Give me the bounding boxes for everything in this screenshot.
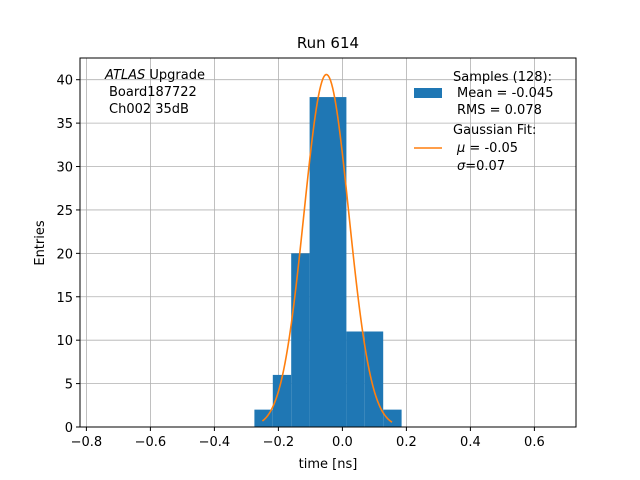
plot-frame xyxy=(79,57,577,428)
x-tick-label: 0.4 xyxy=(460,435,481,450)
histogram-bar xyxy=(364,331,384,427)
x-tick-label: 0.6 xyxy=(524,435,545,450)
annotation-line-1: ATLAS Upgrade xyxy=(104,68,205,83)
legend-fit-sigma: σ=0.07 xyxy=(457,159,505,174)
histogram-bars xyxy=(254,97,402,427)
x-axis-label: time [ns] xyxy=(299,457,358,472)
histogram-bar xyxy=(272,374,292,427)
x-tick-label: −0.8 xyxy=(71,435,103,450)
x-tick-label: 0.2 xyxy=(396,435,417,450)
y-tick-label: 5 xyxy=(65,378,73,393)
y-tick-label: 0 xyxy=(65,421,73,436)
x-tick-label: 0.0 xyxy=(332,435,353,450)
histogram-bar xyxy=(328,97,347,427)
y-axis-ticks: 0 5 10 15 20 25 30 35 40 xyxy=(56,74,80,436)
y-tick-label: 25 xyxy=(56,204,73,219)
y-tick-label: 35 xyxy=(56,117,73,132)
atlas-annotation: ATLAS Upgrade Board187722 Ch002 35dB xyxy=(104,68,205,117)
annotation-board: Board187722 xyxy=(109,85,197,100)
legend-samples-title: Samples (128): xyxy=(453,70,552,85)
y-tick-label: 10 xyxy=(56,334,73,349)
histogram-bar xyxy=(309,97,328,427)
y-tick-label: 15 xyxy=(56,291,73,306)
annotation-atlas: ATLAS xyxy=(104,68,145,83)
histogram-bar xyxy=(346,331,365,427)
x-tick-label: −0.6 xyxy=(135,435,167,450)
legend-fit-title: Gaussian Fit: xyxy=(453,123,536,138)
legend-mu-symbol: μ xyxy=(456,141,465,156)
annotation-upgrade: Upgrade xyxy=(145,68,205,83)
histogram-bar xyxy=(291,253,310,427)
gaussian-fit-curve xyxy=(261,73,393,423)
legend-swatch-samples xyxy=(414,88,442,98)
legend: Samples (128): Mean = -0.045 RMS = 0.078… xyxy=(414,70,553,174)
x-axis-ticks: −0.8 −0.6 −0.4 −0.2 0.0 0.2 0.4 0.6 xyxy=(71,427,545,450)
annotation-channel: Ch002 35dB xyxy=(109,102,189,117)
legend-fit-mu: μ = -0.05 xyxy=(456,141,518,156)
y-tick-label: 40 xyxy=(56,74,73,89)
legend-mu-value: = -0.05 xyxy=(465,141,518,156)
chart-title: Run 614 xyxy=(297,34,359,52)
legend-sigma-symbol: σ xyxy=(457,159,466,174)
x-tick-label: −0.2 xyxy=(263,435,295,450)
legend-samples-mean: Mean = -0.045 xyxy=(457,86,553,101)
legend-sigma-value: =0.07 xyxy=(465,159,505,174)
y-tick-label: 20 xyxy=(56,247,73,262)
gaussian-fit xyxy=(261,73,393,423)
y-axis-label: Entries xyxy=(33,220,48,266)
histogram-bar xyxy=(383,409,402,427)
y-tick-label: 30 xyxy=(56,161,73,176)
x-tick-label: −0.4 xyxy=(199,435,231,450)
legend-samples-rms: RMS = 0.078 xyxy=(457,103,542,118)
